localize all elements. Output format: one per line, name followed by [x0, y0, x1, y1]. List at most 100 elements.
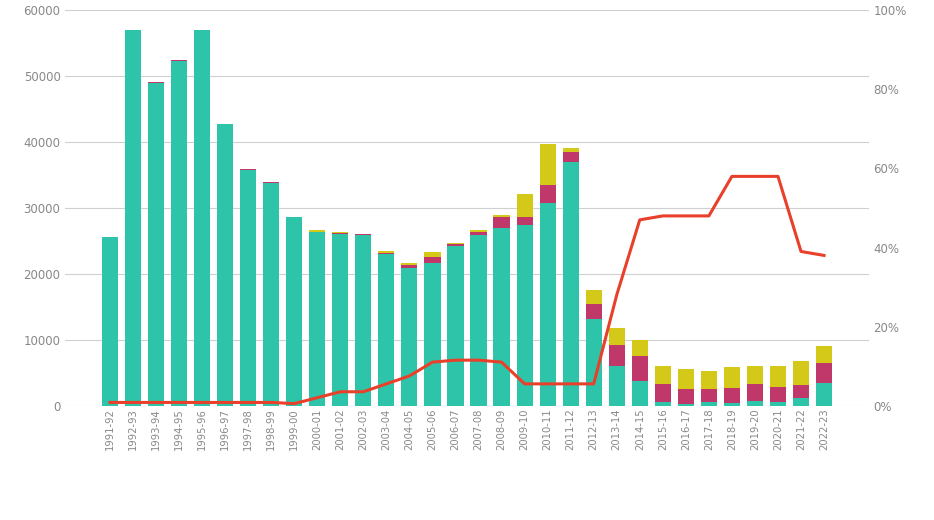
Bar — [148, 82, 164, 83]
Bar — [517, 225, 532, 406]
Bar — [631, 356, 648, 381]
Line: Percentage of completions from Section 106: Percentage of completions from Section 1… — [110, 176, 824, 404]
Bar — [747, 401, 763, 406]
Bar — [402, 265, 417, 268]
Percentage of completions from Section 106 — [450, 357, 461, 363]
Bar — [309, 232, 325, 406]
Bar — [402, 263, 417, 265]
Bar — [102, 237, 118, 406]
Percentage of completions from Section 106 — [727, 173, 738, 179]
Percentage of completions from Section 106 — [381, 381, 392, 387]
Bar — [493, 228, 510, 406]
Bar — [562, 162, 579, 406]
Bar — [471, 235, 487, 406]
Bar — [609, 366, 625, 406]
Bar — [609, 345, 625, 366]
Percentage of completions from Section 106 — [243, 399, 254, 406]
Bar — [333, 233, 348, 406]
Percentage of completions from Section 106 — [588, 381, 600, 387]
Bar — [586, 319, 601, 406]
Bar — [333, 232, 348, 233]
Bar — [793, 398, 809, 406]
Bar — [700, 402, 717, 406]
Percentage of completions from Section 106 — [105, 399, 116, 406]
Bar — [678, 404, 694, 406]
Bar — [655, 401, 671, 406]
Percentage of completions from Section 106 — [127, 399, 138, 406]
Bar — [747, 384, 763, 401]
Bar — [378, 253, 394, 254]
Bar — [424, 257, 441, 263]
Bar — [378, 252, 394, 253]
Bar — [586, 304, 601, 319]
Bar — [171, 61, 187, 406]
Bar — [447, 246, 463, 406]
Bar — [678, 369, 694, 389]
Bar — [609, 328, 625, 345]
Percentage of completions from Section 106 — [519, 381, 531, 387]
Bar — [655, 366, 671, 384]
Percentage of completions from Section 106 — [358, 388, 369, 395]
Percentage of completions from Section 106 — [796, 249, 807, 255]
Percentage of completions from Section 106 — [196, 399, 207, 406]
Bar — [240, 170, 256, 406]
Bar — [562, 152, 579, 162]
Percentage of completions from Section 106 — [334, 388, 346, 395]
Bar — [793, 361, 809, 384]
Percentage of completions from Section 106 — [265, 399, 276, 406]
Bar — [217, 124, 234, 406]
Bar — [562, 148, 579, 152]
Bar — [816, 363, 832, 383]
Percentage of completions from Section 106 — [565, 381, 576, 387]
Percentage of completions from Section 106 — [749, 173, 760, 179]
Bar — [816, 346, 832, 363]
Bar — [700, 371, 717, 389]
Percentage of completions from Section 106 — [312, 395, 323, 401]
Bar — [148, 83, 164, 406]
Percentage of completions from Section 106 — [219, 399, 231, 406]
Bar — [586, 290, 601, 304]
Bar — [540, 185, 556, 203]
Bar — [240, 169, 256, 170]
Bar — [471, 232, 487, 235]
Bar — [402, 268, 417, 406]
Percentage of completions from Section 106 — [427, 359, 438, 365]
Percentage of completions from Section 106 — [174, 399, 185, 406]
Bar — [678, 389, 694, 404]
Bar — [447, 244, 463, 246]
Bar — [540, 203, 556, 406]
Bar — [770, 366, 786, 387]
Bar — [286, 216, 303, 406]
Bar — [631, 340, 648, 356]
Bar — [770, 387, 786, 401]
Bar — [655, 384, 671, 401]
Bar — [378, 254, 394, 406]
Bar — [447, 243, 463, 244]
Bar — [540, 144, 556, 185]
Bar — [355, 235, 372, 406]
Bar — [493, 216, 510, 228]
Bar — [493, 215, 510, 216]
Percentage of completions from Section 106 — [658, 213, 669, 219]
Bar — [793, 384, 809, 398]
Bar — [194, 30, 210, 406]
Bar — [424, 252, 441, 257]
Bar — [724, 388, 740, 403]
Percentage of completions from Section 106 — [703, 213, 715, 219]
Bar — [424, 263, 441, 406]
Bar — [309, 230, 325, 232]
Percentage of completions from Section 106 — [634, 217, 645, 223]
Bar — [171, 60, 187, 61]
Percentage of completions from Section 106 — [289, 400, 300, 407]
Percentage of completions from Section 106 — [772, 173, 784, 179]
Bar — [700, 389, 717, 402]
Bar — [263, 183, 279, 406]
Bar — [631, 381, 648, 406]
Bar — [471, 230, 487, 232]
Percentage of completions from Section 106 — [680, 213, 691, 219]
Bar — [125, 30, 141, 406]
Bar — [517, 217, 532, 225]
Bar — [816, 383, 832, 406]
Bar — [747, 366, 763, 384]
Bar — [770, 401, 786, 406]
